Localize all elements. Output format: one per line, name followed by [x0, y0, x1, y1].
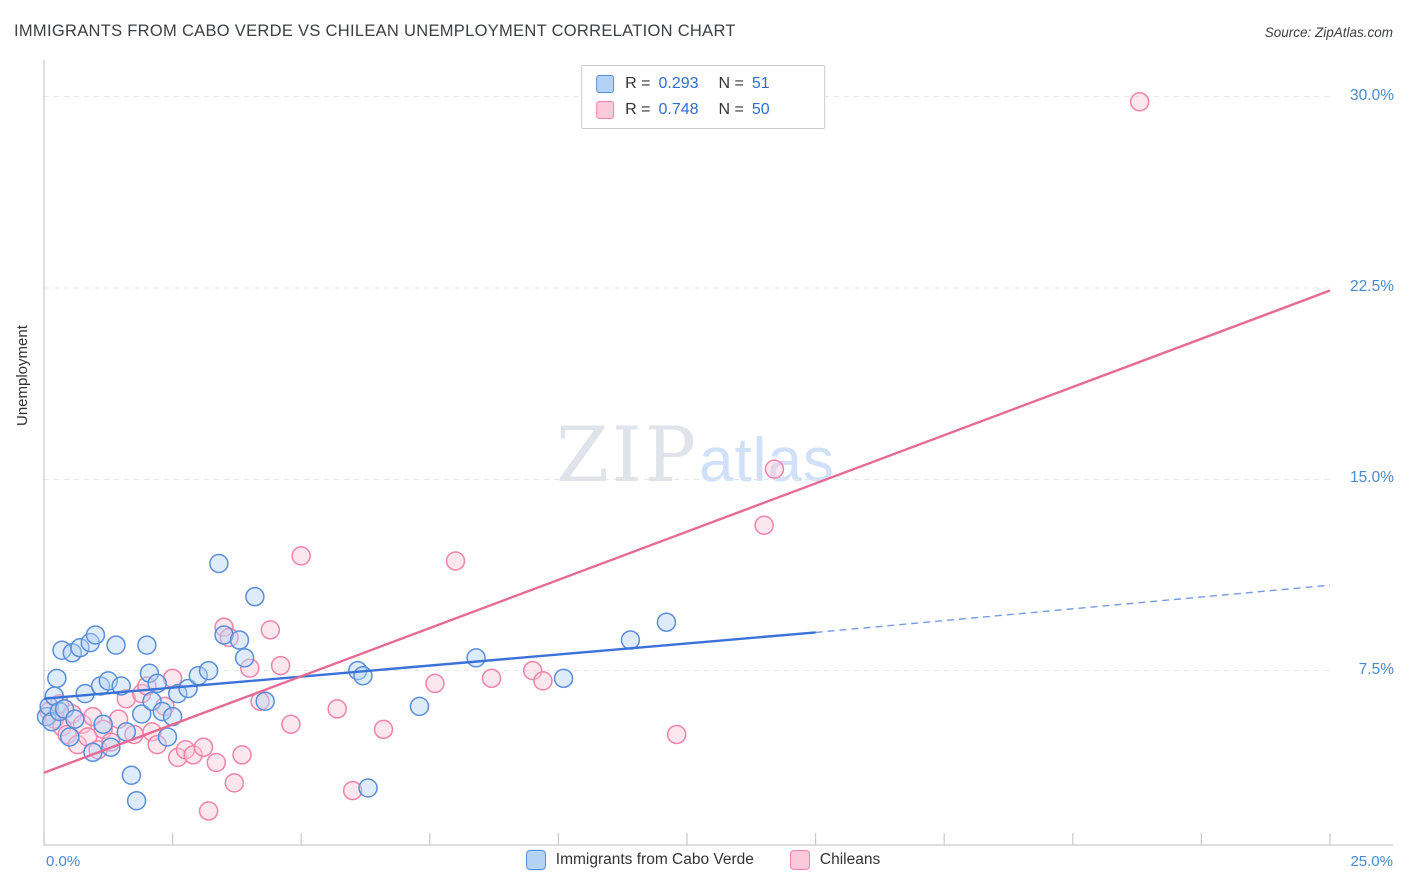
scatter-point-chileans[interactable]: [232, 745, 252, 765]
n-label: N =: [718, 101, 744, 118]
n-value-chileans: 50: [751, 101, 770, 118]
scatter-point-cabo-verde[interactable]: [47, 668, 67, 689]
series-legend: Immigrants from Cabo Verde Chileans: [0, 850, 1406, 870]
scatter-point-chileans[interactable]: [214, 617, 234, 638]
legend-item-chileans: Chileans: [789, 850, 881, 870]
scatter-point-chileans[interactable]: [193, 737, 214, 757]
scatter-point-cabo-verde[interactable]: [93, 714, 113, 734]
cabo-verde-swatch: [596, 75, 615, 93]
r-value-cabo-verde: 0.293: [658, 75, 699, 92]
scatter-point-cabo-verde[interactable]: [59, 727, 80, 747]
scatter-point-cabo-verde[interactable]: [54, 699, 75, 719]
cabo-verde-legend-label: Immigrants from Cabo Verde: [555, 851, 754, 868]
scatter-point-chileans[interactable]: [1129, 92, 1150, 112]
scatter-point-cabo-verde[interactable]: [65, 709, 85, 729]
trendline-cabo-verde: [43, 631, 816, 700]
trendline-cabo-verde-extension: [815, 584, 1331, 634]
scatter-point-cabo-verde[interactable]: [85, 625, 106, 645]
trendline-chileans: [43, 289, 1331, 774]
scatter-point-cabo-verde[interactable]: [229, 630, 250, 650]
scatter-point-cabo-verde[interactable]: [106, 635, 126, 655]
scatter-point-cabo-verde[interactable]: [167, 683, 188, 704]
y-axis-tick-label: 30.0%: [1350, 86, 1394, 104]
legend-row-chileans: R = 0.748 N = 50: [596, 101, 806, 119]
x-axis-max-label: 25.0%: [1350, 853, 1393, 870]
y-axis-title: Unemployment: [14, 325, 31, 426]
scatter-point-chileans[interactable]: [183, 745, 203, 765]
scatter-point-chileans[interactable]: [291, 546, 311, 566]
scatter-point-cabo-verde[interactable]: [198, 660, 219, 681]
scatter-point-cabo-verde[interactable]: [358, 778, 378, 798]
chileans-legend-label: Chileans: [819, 851, 881, 868]
n-value-cabo-verde: 51: [751, 75, 770, 92]
scatter-point-chileans[interactable]: [67, 734, 88, 755]
scatter-point-chileans[interactable]: [754, 515, 774, 536]
scatter-point-chileans[interactable]: [206, 752, 227, 773]
chileans-swatch: [596, 101, 615, 119]
scatter-point-cabo-verde[interactable]: [142, 691, 162, 712]
scatter-point-cabo-verde[interactable]: [234, 648, 255, 668]
scatter-point-chileans[interactable]: [240, 658, 260, 678]
scatter-point-chileans[interactable]: [198, 801, 219, 821]
scatter-point-cabo-verde[interactable]: [131, 704, 152, 724]
scatter-point-chileans[interactable]: [666, 724, 687, 745]
scatter-point-chileans[interactable]: [522, 660, 543, 681]
scatter-point-cabo-verde[interactable]: [353, 666, 373, 686]
y-axis-tick-label: 22.5%: [1350, 278, 1394, 295]
scatter-point-cabo-verde[interactable]: [137, 635, 157, 655]
scatter-point-cabo-verde[interactable]: [620, 630, 641, 650]
scatter-point-cabo-verde[interactable]: [49, 701, 70, 722]
y-axis-tick-label: 15.0%: [1350, 469, 1394, 487]
scatter-point-chileans[interactable]: [281, 714, 301, 734]
scatter-point-chileans[interactable]: [260, 620, 281, 640]
scatter-point-cabo-verde[interactable]: [553, 668, 574, 689]
scatter-point-chileans[interactable]: [327, 699, 347, 719]
correlation-stats-legend: R = 0.293 N = 51 R = 0.748 N = 50: [581, 65, 825, 129]
x-axis-min-label: 0.0%: [46, 853, 81, 870]
page-title: IMMIGRANTS FROM CABO VERDE VS CHILEAN UN…: [14, 22, 736, 40]
scatter-point-chileans[interactable]: [147, 734, 167, 755]
n-label: N =: [718, 75, 744, 92]
scatter-point-cabo-verde[interactable]: [70, 637, 90, 658]
r-label: R =: [625, 101, 651, 118]
r-value-chileans: 0.748: [658, 101, 699, 118]
scatter-point-cabo-verde[interactable]: [139, 663, 160, 683]
scatter-point-cabo-verde[interactable]: [116, 722, 137, 742]
scatter-point-chileans[interactable]: [533, 671, 553, 691]
scatter-point-chileans[interactable]: [425, 673, 445, 694]
scatter-point-chileans[interactable]: [481, 668, 502, 689]
scatter-point-chileans[interactable]: [57, 724, 77, 745]
scatter-point-cabo-verde[interactable]: [656, 612, 677, 632]
scatter-point-chileans[interactable]: [373, 719, 394, 740]
scatter-point-cabo-verde[interactable]: [121, 765, 142, 786]
legend-item-cabo-verde: Immigrants from Cabo Verde: [525, 850, 754, 870]
scatter-point-chileans[interactable]: [167, 747, 188, 768]
scatter-point-cabo-verde[interactable]: [209, 553, 229, 574]
scatter-point-cabo-verde[interactable]: [111, 676, 131, 696]
scatter-point-cabo-verde[interactable]: [157, 727, 178, 747]
source-attribution: Source: ZipAtlas.com: [1264, 25, 1393, 40]
scatter-point-cabo-verde[interactable]: [409, 696, 430, 717]
scatter-point-chileans[interactable]: [270, 655, 291, 676]
scatter-point-chileans[interactable]: [764, 459, 785, 479]
scatter-point-cabo-verde[interactable]: [178, 678, 198, 699]
legend-row-cabo-verde: R = 0.293 N = 51: [596, 75, 806, 93]
y-axis-tick-label: 7.5%: [1358, 660, 1394, 678]
chileans-legend-swatch: [789, 850, 810, 870]
r-label: R =: [625, 75, 651, 92]
scatter-point-cabo-verde[interactable]: [255, 691, 275, 712]
scatter-point-cabo-verde[interactable]: [126, 791, 147, 811]
scatter-point-chileans[interactable]: [445, 551, 466, 571]
scatter-point-cabo-verde[interactable]: [214, 625, 234, 645]
scatter-point-cabo-verde[interactable]: [152, 701, 173, 722]
scatter-point-cabo-verde[interactable]: [41, 711, 62, 732]
scatter-point-cabo-verde[interactable]: [466, 648, 486, 668]
scatter-point-chileans[interactable]: [224, 773, 245, 793]
scatter-point-cabo-verde[interactable]: [245, 586, 265, 607]
cabo-verde-legend-swatch: [525, 850, 546, 870]
scatter-point-chileans[interactable]: [342, 780, 363, 801]
